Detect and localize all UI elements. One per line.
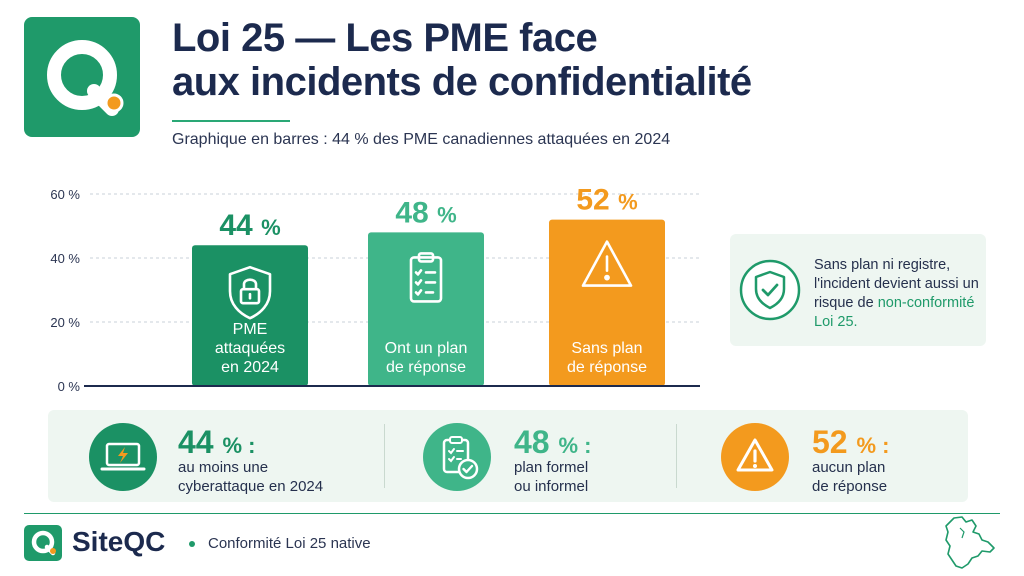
data-label: 52 % bbox=[576, 184, 637, 217]
category-label: Sans plan bbox=[571, 340, 642, 357]
quebec-map-icon bbox=[945, 516, 995, 569]
stat-no-plan: 52 % : aucun plan de réponse bbox=[720, 410, 960, 502]
category-label: en 2024 bbox=[221, 359, 279, 376]
stat-divider bbox=[676, 424, 677, 488]
footer-brand: SiteQC bbox=[72, 526, 166, 557]
note-card: Sans plan ni registre, l'incident devien… bbox=[730, 234, 986, 346]
title-underline bbox=[172, 120, 290, 122]
stats-band: 44 % : au moins une cyberattaque en 2024… bbox=[48, 410, 968, 502]
y-tick-label: 0 % bbox=[58, 379, 81, 394]
stat-line-1: aucun plan bbox=[812, 459, 886, 476]
stat-value: 48 % : bbox=[514, 424, 591, 461]
page-title: Loi 25 — Les PME face aux incidents de c… bbox=[172, 16, 752, 104]
y-tick-label: 60 % bbox=[50, 187, 80, 202]
stat-description: au moins une cyberattaque en 2024 bbox=[178, 458, 323, 496]
stat-number: 52 bbox=[812, 424, 848, 460]
title-line-2: aux incidents de confidentialité bbox=[172, 60, 752, 104]
category-label: de réponse bbox=[567, 359, 647, 376]
footer-tagline: Conformité Loi 25 native bbox=[208, 535, 371, 552]
clipboard-check-icon bbox=[423, 423, 491, 491]
stat-number: 48 bbox=[514, 424, 550, 460]
stat-line-2: ou informel bbox=[514, 478, 589, 495]
footer-separator-dot bbox=[189, 541, 195, 547]
category-label: attaquées bbox=[215, 340, 285, 357]
category-label: PME bbox=[233, 321, 268, 338]
data-label: 48 % bbox=[395, 196, 456, 229]
data-label-unit: % bbox=[437, 202, 457, 227]
warning-triangle-icon bbox=[721, 423, 789, 491]
stat-value: 44 % : bbox=[178, 424, 255, 461]
note-body: Sans plan ni registre, l'incident devien… bbox=[814, 257, 979, 311]
footer-logo bbox=[24, 525, 62, 561]
stat-has-plan: 48 % : plan formel ou informel bbox=[422, 410, 672, 502]
stat-value: 52 % : bbox=[812, 424, 889, 461]
stat-unit: % : bbox=[856, 433, 890, 458]
y-tick-label: 20 % bbox=[50, 315, 80, 330]
data-label-unit: % bbox=[618, 190, 638, 215]
y-tick-label: 40 % bbox=[50, 251, 80, 266]
warning-triangle-icon bbox=[581, 240, 633, 287]
data-label-value: 48 bbox=[395, 196, 437, 229]
bar bbox=[192, 245, 308, 386]
data-label-value: 52 bbox=[576, 184, 618, 217]
q-magnifier-logo-icon bbox=[31, 530, 56, 556]
footer-rule bbox=[24, 513, 1000, 514]
stat-description: aucun plan de réponse bbox=[812, 458, 887, 496]
stat-line-2: cyberattaque en 2024 bbox=[178, 478, 324, 495]
note-text: Sans plan ni registre, l'incident devien… bbox=[814, 256, 984, 332]
bar-chart: 0 % 20 % 40 % 60 % 44 % PME attaquées en 2024 48… bbox=[50, 184, 700, 394]
bar bbox=[368, 232, 484, 386]
stat-line-1: plan formel bbox=[514, 459, 589, 476]
data-label-unit: % bbox=[261, 215, 281, 240]
laptop-bolt-icon bbox=[89, 423, 157, 491]
category-label: de réponse bbox=[386, 359, 466, 376]
category-label: Ont un plan bbox=[385, 340, 468, 357]
stat-attacked: 44 % : au moins une cyberattaque en 2024 bbox=[88, 410, 378, 502]
siteqc-logo bbox=[24, 17, 140, 137]
stat-description: plan formel ou informel bbox=[514, 458, 588, 496]
stat-unit: % : bbox=[558, 433, 592, 458]
stat-divider bbox=[384, 424, 385, 488]
data-label-value: 44 bbox=[219, 209, 261, 242]
chart-subtitle: Graphique en barres : 44 % des PME canad… bbox=[172, 131, 671, 148]
stat-line-1: au moins une bbox=[178, 459, 269, 476]
title-line-1: Loi 25 — Les PME face bbox=[172, 16, 598, 60]
lock-shield-icon bbox=[228, 265, 272, 320]
bar bbox=[549, 219, 665, 386]
data-label: 44 % bbox=[219, 209, 280, 242]
clipboard-checklist-icon bbox=[409, 252, 443, 303]
shield-check-icon bbox=[739, 259, 801, 321]
q-magnifier-logo-icon bbox=[47, 40, 124, 116]
stat-number: 44 bbox=[178, 424, 214, 460]
stat-unit: % : bbox=[222, 433, 256, 458]
note-highlight: non-conformité Loi 25. bbox=[814, 295, 975, 330]
stat-line-2: de réponse bbox=[812, 478, 888, 495]
